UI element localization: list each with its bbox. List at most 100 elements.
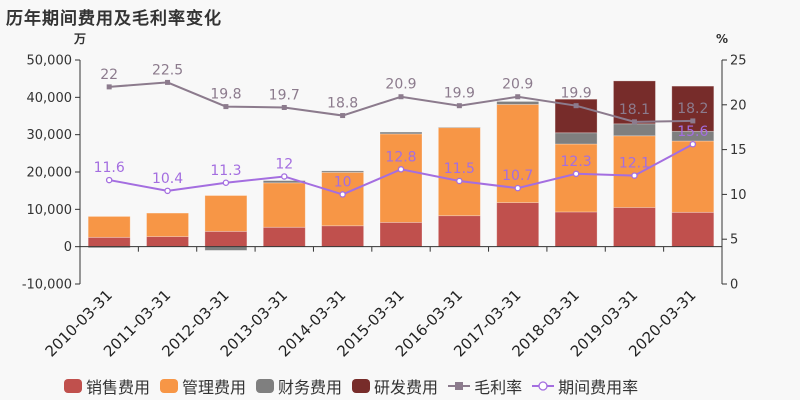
data-label: 15.6 xyxy=(677,124,708,140)
square-marker xyxy=(340,113,346,119)
bar-segment xyxy=(613,135,656,208)
y2-tick-label: 5 xyxy=(730,233,738,248)
data-label: 12 xyxy=(275,156,293,172)
data-label: 18.2 xyxy=(677,101,708,117)
circle-marker xyxy=(456,177,463,185)
bar-segment xyxy=(146,236,189,248)
y-tick-label: 20,000 xyxy=(27,166,73,181)
bar-segment xyxy=(437,126,481,129)
line-square-marker-icon xyxy=(448,379,471,393)
y-tick-label: -10,000 xyxy=(22,278,72,293)
circle-marker xyxy=(105,176,113,184)
bar-segment xyxy=(613,123,656,137)
circle-marker xyxy=(397,166,405,173)
legend-item[interactable]: 毛利率 xyxy=(448,374,522,398)
bar-segment xyxy=(204,246,248,251)
data-label: 10 xyxy=(334,174,352,190)
bar-segment xyxy=(321,225,365,248)
square-marker xyxy=(456,103,462,109)
data-label: 19.9 xyxy=(444,86,475,102)
data-label: 18.1 xyxy=(619,102,650,118)
y2-tick-label: 20 xyxy=(730,98,747,113)
data-label: 20.9 xyxy=(385,77,416,93)
circle-marker xyxy=(222,179,230,187)
bar-segment xyxy=(321,170,365,173)
data-label: 11.6 xyxy=(94,160,125,176)
right-axis-unit: % xyxy=(716,32,728,46)
y2-tick-label: 10 xyxy=(730,188,747,203)
square-marker xyxy=(281,104,287,110)
square-marker xyxy=(515,94,521,100)
bar-segment xyxy=(554,132,598,145)
y2-tick-label: 0 xyxy=(730,278,738,293)
circle-marker xyxy=(514,184,521,192)
bar-segment xyxy=(204,230,248,248)
legend-item[interactable]: 期间费用率 xyxy=(532,374,638,398)
legend-item[interactable]: 管理费用 xyxy=(160,374,246,398)
chart-title: 历年期间费用及毛利率变化 xyxy=(6,9,222,29)
legend-label: 管理费用 xyxy=(182,378,247,397)
legend-label: 财务费用 xyxy=(278,378,343,397)
square-marker xyxy=(223,104,229,110)
y2-tick-label: 25 xyxy=(730,54,747,69)
legend: 销售费用 管理费用 财务费用 研发费用 毛利率 期间费用率 xyxy=(64,374,648,398)
bar-segment xyxy=(496,101,540,105)
bar-segment xyxy=(379,221,423,248)
circle-marker xyxy=(631,172,638,179)
data-label: 19.7 xyxy=(269,87,300,103)
data-label: 22 xyxy=(100,67,118,83)
bar-segment xyxy=(262,182,306,228)
data-label: 19.9 xyxy=(561,86,592,102)
bar-segment xyxy=(262,180,306,184)
square-marker xyxy=(631,119,637,125)
circle-marker xyxy=(572,170,580,178)
bar-segment xyxy=(496,202,540,248)
legend-label: 期间费用率 xyxy=(558,378,639,397)
data-label: 10.4 xyxy=(152,171,183,187)
legend-label: 销售费用 xyxy=(86,378,151,397)
line-circle-marker-icon xyxy=(532,379,555,393)
circle-marker xyxy=(339,191,346,198)
legend-label: 毛利率 xyxy=(474,378,523,397)
square-marker xyxy=(165,79,171,85)
circle-marker xyxy=(281,173,288,180)
legend-swatch-icon xyxy=(352,379,371,393)
data-label: 22.5 xyxy=(152,62,183,78)
bar-segment xyxy=(554,211,598,248)
bar-segment xyxy=(146,212,189,237)
legend-item[interactable]: 销售费用 xyxy=(64,374,150,398)
bar-segment xyxy=(262,226,306,248)
bar-segment xyxy=(87,216,131,238)
bar-segment xyxy=(321,171,365,227)
bar-segment xyxy=(204,195,248,232)
y-tick-label: 0 xyxy=(64,240,72,255)
legend-swatch-icon xyxy=(64,379,82,393)
legend-label: 研发费用 xyxy=(374,378,439,397)
legend-swatch-icon xyxy=(256,379,275,393)
data-label: 10.7 xyxy=(502,168,533,184)
bar-segment xyxy=(379,131,423,135)
y-tick-label: 10,000 xyxy=(27,203,73,218)
legend-item[interactable]: 研发费用 xyxy=(352,374,438,398)
circle-marker xyxy=(164,187,171,195)
bar-segment xyxy=(671,140,715,213)
data-label: 20.9 xyxy=(502,77,533,93)
data-label: 11.3 xyxy=(210,163,241,179)
bar-segment xyxy=(554,98,598,134)
bar-segment xyxy=(671,211,715,248)
legend-item[interactable]: 财务费用 xyxy=(256,374,342,398)
bar-segment xyxy=(87,236,131,248)
circle-marker xyxy=(689,140,697,148)
bar-segment xyxy=(437,215,481,248)
left-axis-unit: 万 xyxy=(73,32,86,46)
data-label: 19.8 xyxy=(210,87,241,103)
data-label: 18.8 xyxy=(327,96,358,112)
data-label: 11.5 xyxy=(444,161,475,177)
y2-tick-label: 15 xyxy=(730,143,747,158)
bar-segment xyxy=(437,127,481,217)
y-tick-label: 30,000 xyxy=(27,128,73,143)
legend-swatch-icon xyxy=(160,379,179,393)
bar-segment xyxy=(671,85,715,132)
y-tick-label: 50,000 xyxy=(27,54,73,69)
